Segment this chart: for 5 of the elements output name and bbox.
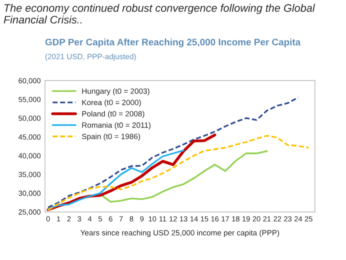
line-series — [47, 150, 184, 210]
text: The economy continued robust convergence following the Global Financial Crisis.. — [4, 4, 316, 24]
line-series — [47, 134, 310, 211]
chart-title: GDP Per Capita After Reaching 25,000 Income Per Capita — [45, 38, 301, 48]
line-series — [47, 96, 300, 208]
